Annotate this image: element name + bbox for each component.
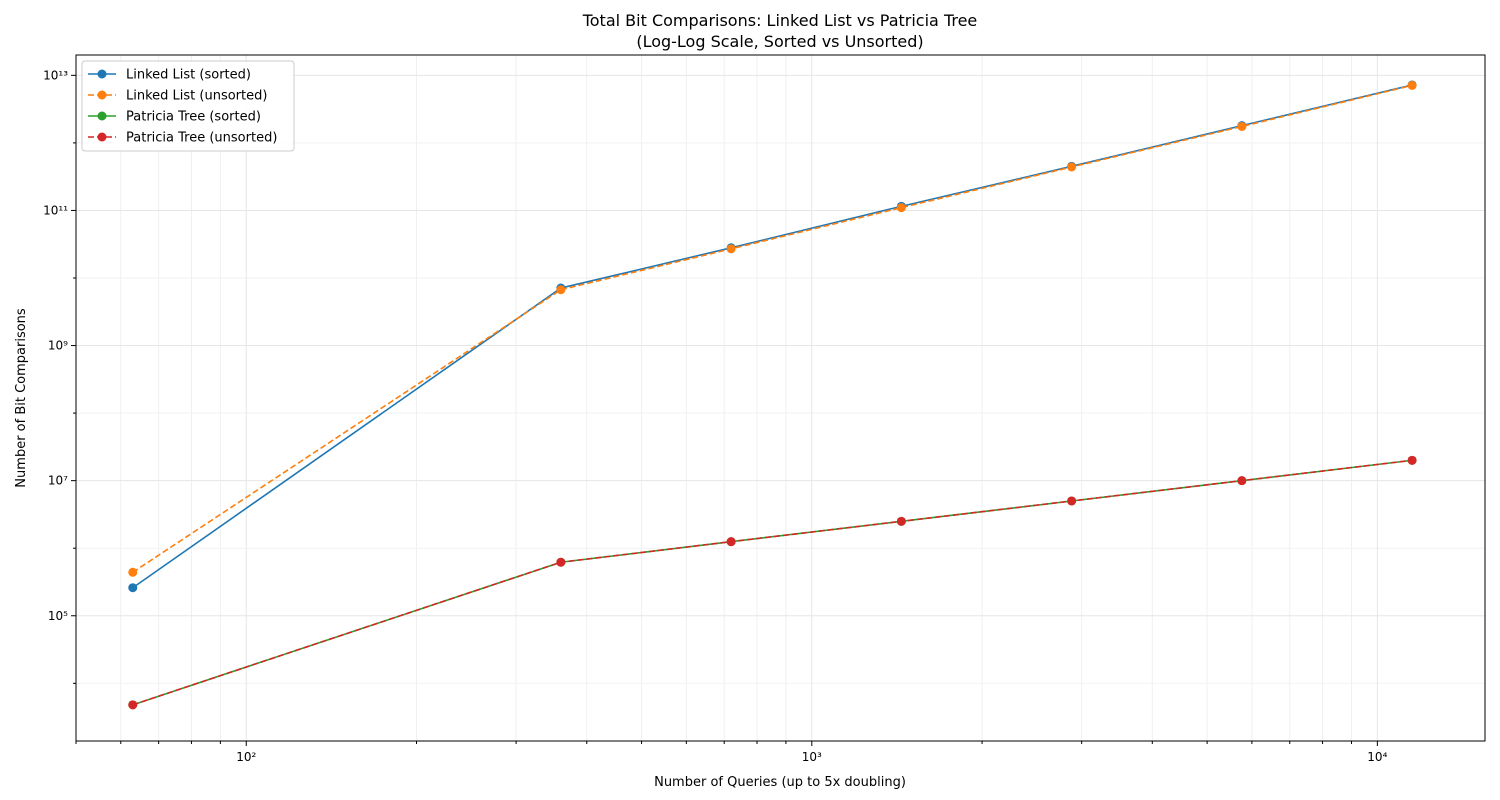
legend-marker (97, 132, 107, 142)
y-tick-label: 10¹³ (43, 68, 68, 82)
legend-box (81, 60, 295, 152)
data-point (896, 203, 906, 213)
data-point (128, 700, 138, 710)
legend-marker (97, 111, 107, 121)
legend: Linked List (sorted) Linked List (unsorte… (81, 60, 295, 152)
data-point (1407, 80, 1417, 90)
data-point (1237, 121, 1247, 131)
y-axis-label: Number of Bit Comparisons (14, 308, 29, 488)
plot-frame (75, 54, 1486, 742)
legend-label: Linked List (sorted) (126, 68, 251, 83)
axis-ticks: 10² 10³ 10⁴ 10⁵ 10⁷ 10⁹ 10¹¹ 10¹³ (43, 68, 1387, 764)
chart-subtitle: (Log-Log Scale, Sorted vs Unsorted) (636, 32, 923, 51)
data-point (556, 285, 566, 295)
y-tick-label: 10⁷ (48, 474, 68, 488)
legend-marker (97, 90, 107, 100)
series-2 (128, 80, 1417, 577)
legend-label: Patricia Tree (unsorted) (126, 131, 277, 146)
major-grid (76, 55, 1485, 741)
y-tick-label: 10¹¹ (43, 203, 68, 217)
x-tick-label: 10³ (802, 750, 822, 764)
data-point (1237, 476, 1247, 486)
legend-marker (97, 69, 107, 79)
y-tick-label: 10⁵ (48, 609, 68, 623)
y-tick-label: 10⁹ (48, 339, 68, 353)
data-point (128, 567, 138, 577)
data-point (726, 537, 736, 547)
minor-grid (75, 55, 1485, 741)
data-point (1067, 496, 1077, 506)
series-4 (128, 455, 1417, 710)
data-point (1067, 162, 1077, 172)
x-tick-label: 10² (236, 750, 256, 764)
legend-label: Linked List (unsorted) (126, 89, 267, 104)
series-layer (128, 80, 1417, 710)
chart-title: Total Bit Comparisons: Linked List vs Pa… (582, 11, 978, 30)
data-point (1407, 455, 1417, 465)
data-point (896, 516, 906, 526)
data-point (556, 557, 566, 567)
x-tick-label: 10⁴ (1367, 750, 1387, 764)
data-point (726, 244, 736, 254)
x-axis-label: Number of Queries (up to 5x doubling) (654, 775, 906, 790)
legend-label: Patricia Tree (sorted) (126, 110, 261, 125)
data-point (128, 583, 138, 593)
